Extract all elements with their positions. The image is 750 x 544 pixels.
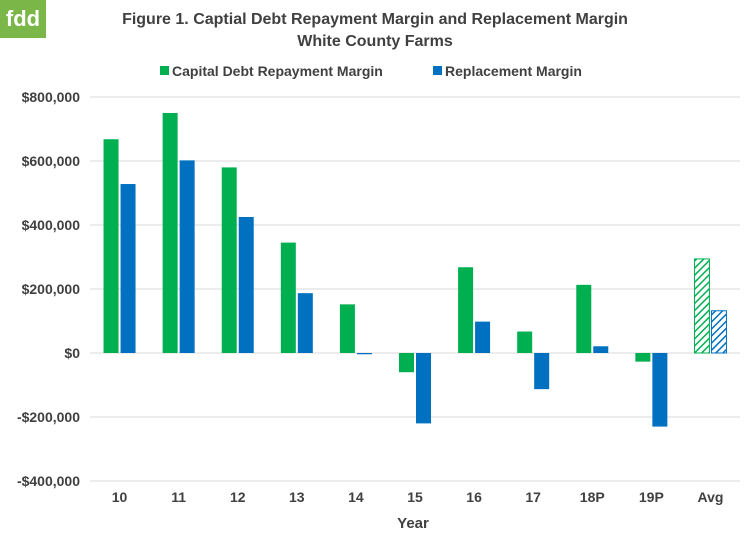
bar-replacement-margin bbox=[297, 293, 313, 353]
bar-replacement-margin bbox=[179, 160, 195, 353]
chart-subtitle: White County Farms bbox=[297, 33, 453, 50]
bar-capital-debt-repayment-margin bbox=[399, 353, 414, 373]
y-tick-label: $0 bbox=[64, 345, 80, 361]
y-tick-label: -$400,000 bbox=[17, 473, 80, 489]
y-tick-label: $400,000 bbox=[22, 217, 81, 233]
bar-replacement-margin bbox=[356, 353, 372, 355]
bar-capital-debt-repayment-margin bbox=[458, 267, 474, 353]
y-tick-label: $800,000 bbox=[22, 89, 81, 105]
x-tick-label: 13 bbox=[289, 489, 305, 505]
x-axis: 10 11 12 13 14 15 16 17 18P 19P Avg bbox=[112, 489, 724, 505]
x-tick-label: 17 bbox=[525, 489, 541, 505]
x-tick-label: 10 bbox=[112, 489, 128, 505]
bar-replacement-margin bbox=[416, 353, 431, 424]
legend-label: Capital Debt Repayment Margin bbox=[172, 63, 383, 79]
x-tick-label: 14 bbox=[348, 489, 364, 505]
bars bbox=[103, 113, 727, 427]
bar-capital-debt-repayment-margin bbox=[517, 331, 533, 353]
chart-title: Figure 1. Captial Debt Repayment Margin … bbox=[122, 11, 628, 28]
x-tick-label: 19P bbox=[639, 489, 664, 505]
y-tick-label: $200,000 bbox=[22, 281, 81, 297]
bar-replacement-margin bbox=[120, 184, 136, 353]
bar-replacement-margin bbox=[652, 353, 668, 427]
bar-replacement-margin bbox=[593, 346, 609, 353]
x-tick-label: Avg bbox=[697, 489, 723, 505]
x-axis-title: Year bbox=[397, 515, 429, 532]
bar-capital-debt-repayment-margin bbox=[162, 113, 178, 353]
fdd-logo: fdd bbox=[0, 0, 46, 38]
bar-capital-debt-repayment-margin bbox=[221, 167, 237, 353]
bar-capital-debt-repayment-margin bbox=[635, 353, 651, 362]
y-tick-label: -$200,000 bbox=[17, 409, 80, 425]
bar-capital-debt-repayment-margin bbox=[103, 139, 119, 353]
legend-swatch bbox=[160, 66, 169, 75]
x-tick-label: 18P bbox=[580, 489, 605, 505]
bar-replacement-margin bbox=[475, 321, 491, 353]
x-tick-label: 11 bbox=[171, 489, 186, 505]
y-tick-label: $600,000 bbox=[22, 153, 81, 169]
bar-capital-debt-repayment-margin bbox=[339, 304, 355, 353]
gridlines bbox=[90, 96, 740, 482]
y-axis: -$400,000 -$200,000 $0 $200,000 $400,000 $600… bbox=[17, 89, 80, 489]
x-tick-label: 16 bbox=[466, 489, 482, 505]
legend-label: Replacement Margin bbox=[445, 63, 582, 79]
bar-capital-debt-repayment-margin bbox=[280, 242, 296, 353]
bar-capital-debt-repayment-margin bbox=[576, 284, 592, 353]
legend-swatch bbox=[433, 66, 442, 75]
bar-replacement-margin bbox=[534, 353, 550, 390]
bar-replacement-margin bbox=[710, 310, 727, 354]
x-tick-label: 15 bbox=[407, 489, 423, 505]
bar-capital-debt-repayment-margin bbox=[693, 258, 710, 354]
legend: Capital Debt Repayment Margin Replacement… bbox=[160, 63, 582, 79]
x-tick-label: 12 bbox=[230, 489, 246, 505]
bar-replacement-margin bbox=[238, 217, 254, 353]
